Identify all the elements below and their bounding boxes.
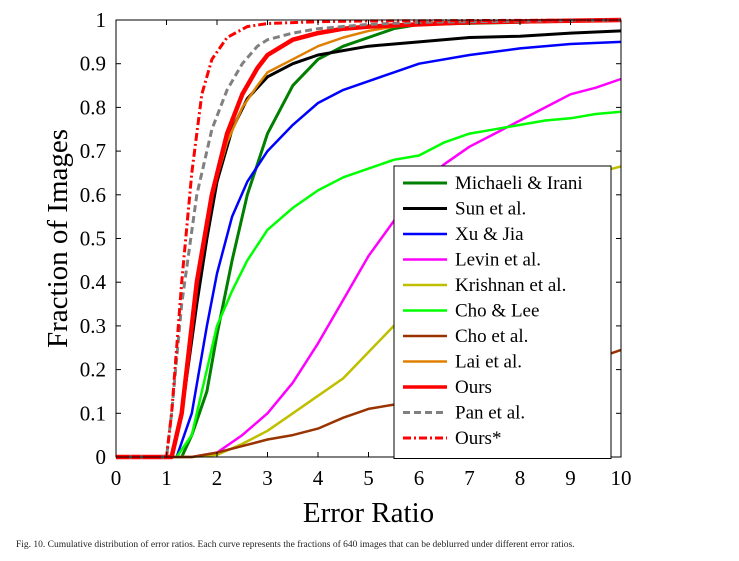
- series-line-9: [116, 18, 622, 459]
- x-tick-label: 2: [212, 466, 223, 490]
- legend-label: Ours: [455, 377, 492, 398]
- x-axis-label: Error Ratio: [303, 497, 434, 529]
- y-tick-label: 1: [96, 8, 107, 32]
- x-tick-label: 5: [363, 466, 374, 490]
- x-tick-label: 7: [464, 466, 475, 490]
- legend-label: Cho et al.: [455, 326, 528, 347]
- x-tick-label: 1: [161, 466, 172, 490]
- legend-label: Levin et al.: [455, 250, 541, 271]
- legend-label: Sun et al.: [455, 199, 526, 220]
- y-tick-label: 0.8: [80, 95, 106, 119]
- legend-label: Ours*: [455, 428, 501, 449]
- legend-label: Pan et al.: [455, 403, 525, 424]
- series-line-5: [116, 110, 622, 459]
- legend-box: [393, 165, 612, 459]
- series-line-0: [116, 18, 622, 459]
- y-tick-label: 0.1: [80, 401, 106, 425]
- y-tick-label: 0.2: [80, 358, 106, 382]
- x-tick-label: 8: [515, 466, 526, 490]
- x-tick-label: 6: [414, 466, 425, 490]
- ticks-layer: 0 1 2 3 4 5 6 7 8 9 10 0 0.1 0.2 0.3 0.4 0.5 0.6 0.7 0.8 0.9…: [80, 8, 632, 490]
- figure-caption: Fig. 10. Cumulative distribution of erro…: [16, 540, 575, 550]
- x-tick-label: 9: [565, 466, 576, 490]
- legend-label: Cho & Lee: [455, 301, 539, 322]
- y-axis-label: Fraction of Images: [42, 129, 74, 348]
- x-tick-label: 3: [262, 466, 273, 490]
- y-tick-label: 0.5: [80, 227, 106, 251]
- legend: Michaeli & Irani Sun et al. Xu & Jia Levin …: [393, 165, 612, 459]
- x-tick-label: 0: [111, 466, 122, 490]
- legend-label: Xu & Jia: [455, 224, 524, 245]
- y-tick-label: 0.9: [80, 52, 106, 76]
- series-line-8: [116, 17, 622, 460]
- legend-label: Lai et al.: [455, 352, 522, 373]
- y-tick-label: 0.4: [80, 270, 107, 294]
- y-tick-label: 0.6: [80, 183, 106, 207]
- x-tick-label: 10: [611, 466, 632, 490]
- legend-label: Michaeli & Irani: [455, 173, 583, 194]
- y-tick-label: 0.3: [80, 314, 106, 338]
- series-line-2: [116, 40, 622, 459]
- legend-label: Krishnan et al.: [455, 275, 566, 296]
- x-tick-label: 4: [313, 466, 324, 490]
- error-ratio-chart: 0 1 2 3 4 5 6 7 8 9 10 0 0.1 0.2 0.3 0.4 0.5 0.6 0.7 0.8 0.9…: [42, 8, 632, 529]
- y-tick-label: 0.7: [80, 139, 106, 163]
- y-tick-label: 0: [96, 445, 107, 469]
